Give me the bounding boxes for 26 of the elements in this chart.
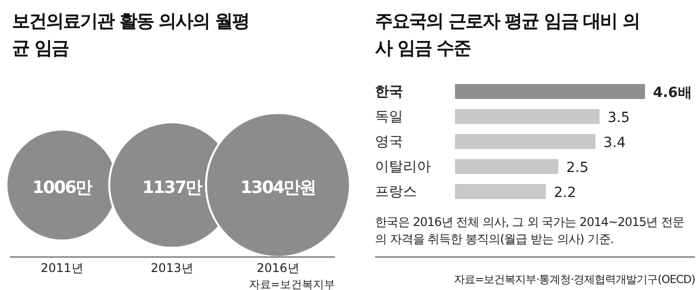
bar [455, 84, 645, 99]
y-tick-label: 영국 [375, 134, 403, 150]
bar [455, 184, 546, 199]
category-label: 2016년 [256, 261, 300, 275]
data-label: 2.5 [566, 160, 589, 176]
chart-title: 주요국의 근로자 평균 임금 대비 의사 임금 수준 [375, 10, 640, 61]
y-tick-label: 이탈리아 [375, 159, 431, 175]
data-label: 1006만 [32, 178, 93, 198]
category-label: 2013년 [150, 261, 194, 275]
bar [455, 159, 558, 174]
data-label: 3.5 [608, 110, 630, 126]
text: 자료=보건복지부·통계청·경제협력개발기구(OECD) [454, 273, 696, 286]
y-tick-label: 독일 [375, 109, 403, 125]
data-label: 1304만원 [240, 178, 316, 198]
bar [455, 134, 596, 149]
text: 자료=보건복지부 [248, 278, 335, 290]
text: 보건의료기관 활동 의사의 월평균 임금 [12, 10, 250, 61]
text: 한국은 2016년 전체 의사, 그 외 국가는 2014~2015년 전문의 자격을 취득한 봉직의(월급 받는 의사) 기준. [375, 214, 686, 248]
y-tick-label: 프랑스 [375, 184, 417, 200]
data-label: 4.6배 [653, 85, 692, 101]
data-label: 3.4 [603, 135, 626, 151]
data-label: 2.2 [554, 185, 576, 201]
bar [455, 109, 600, 124]
y-tick-label: 한국 [375, 84, 403, 100]
category-label: 2011년 [40, 261, 84, 275]
data-label: 1137만 [142, 178, 203, 198]
